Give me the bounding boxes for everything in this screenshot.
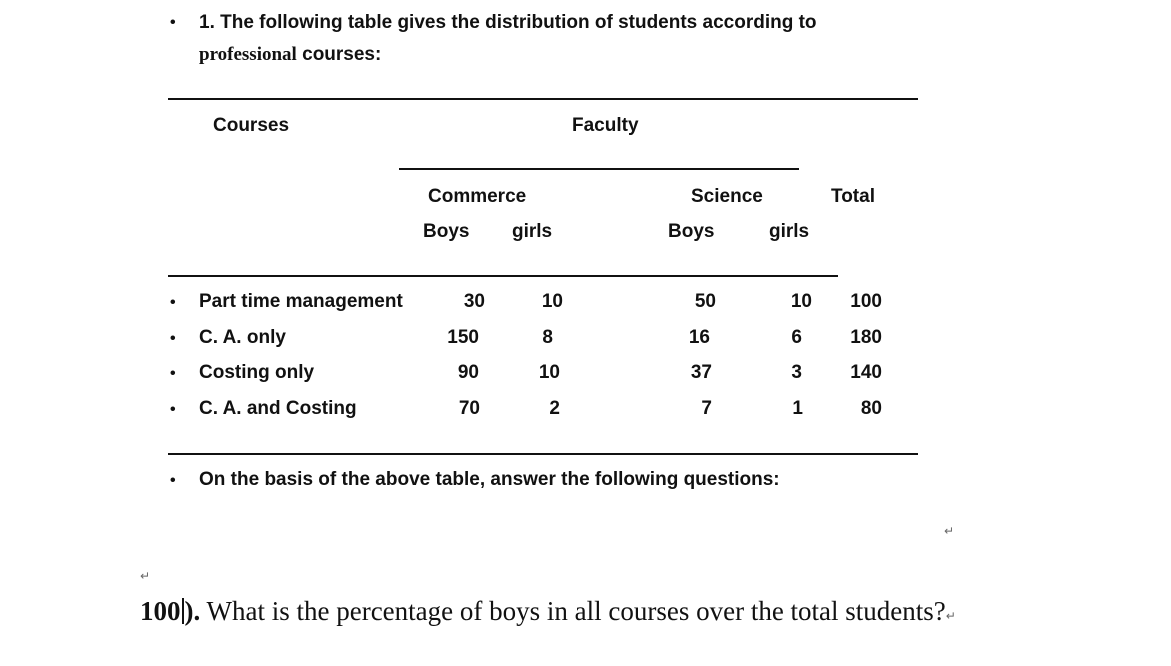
cell-total: 100	[850, 291, 882, 312]
paragraph-return-mark: ↵	[140, 569, 151, 583]
final-question[interactable]: 100). What is the percentage of boys in …	[140, 596, 956, 627]
header-total: Total	[831, 186, 875, 207]
cell-commerce-boys: 30	[463, 291, 485, 312]
cell-commerce-girls: 10	[538, 362, 560, 383]
cell-commerce-girls: 8	[542, 327, 553, 348]
cell-science-boys: 16	[688, 327, 710, 348]
header-commerce-boys: Boys	[423, 221, 470, 242]
header-science-boys: Boys	[668, 221, 715, 242]
header-science: Science	[691, 186, 763, 207]
cell-science-girls: 1	[792, 398, 803, 419]
cell-science-girls: 10	[790, 291, 812, 312]
cell-commerce-girls: 10	[541, 291, 563, 312]
question-intro-line2: professional courses:	[199, 44, 381, 66]
row-label: Costing only	[199, 362, 315, 383]
question-intro-line1: 1. The following table gives the distrib…	[199, 12, 817, 33]
cell-commerce-boys: 70	[458, 398, 480, 419]
cell-total: 180	[850, 327, 882, 348]
paragraph-return-mark: ↵	[944, 524, 955, 538]
cell-science-boys: 50	[694, 291, 716, 312]
cell-science-boys: 37	[690, 362, 712, 383]
bullet-marker: •	[170, 472, 176, 489]
row-label: C. A. only	[199, 327, 286, 348]
bullet-marker: •	[170, 365, 176, 382]
cell-commerce-boys: 90	[457, 362, 479, 383]
cell-total: 140	[850, 362, 882, 383]
header-science-girls: girls	[769, 221, 810, 242]
bullet-marker: •	[170, 294, 176, 311]
question-number-part1: 100	[140, 596, 181, 626]
instruction-text: On the basis of the above table, answer …	[199, 469, 780, 490]
cell-science-boys: 7	[701, 398, 712, 419]
table-bottom-rule	[168, 453, 918, 455]
faculty-underline	[399, 168, 799, 170]
header-commerce-girls: girls	[512, 221, 553, 242]
header-faculty: Faculty	[572, 115, 639, 136]
question-number-part2: ).	[184, 596, 201, 626]
question-intro-word: professional	[199, 44, 297, 65]
table-top-rule	[168, 98, 918, 100]
question-intro-tail: courses:	[296, 44, 382, 65]
bullet-marker: •	[170, 14, 176, 31]
cell-science-girls: 6	[791, 327, 802, 348]
header-courses: Courses	[213, 115, 290, 136]
cell-total: 80	[860, 398, 882, 419]
bullet-marker: •	[170, 401, 176, 418]
header-commerce: Commerce	[428, 186, 527, 207]
row-label: Part time management	[199, 291, 403, 312]
bullet-marker: •	[170, 330, 176, 347]
header-bottom-rule	[168, 275, 838, 277]
paragraph-return-mark: ↵	[945, 609, 956, 623]
cell-commerce-boys: 150	[447, 327, 479, 348]
text-cursor	[181, 598, 184, 624]
cell-commerce-girls: 2	[549, 398, 560, 419]
row-label: C. A. and Costing	[199, 398, 357, 419]
cell-science-girls: 3	[791, 362, 802, 383]
question-text: What is the percentage of boys in all co…	[200, 596, 946, 626]
